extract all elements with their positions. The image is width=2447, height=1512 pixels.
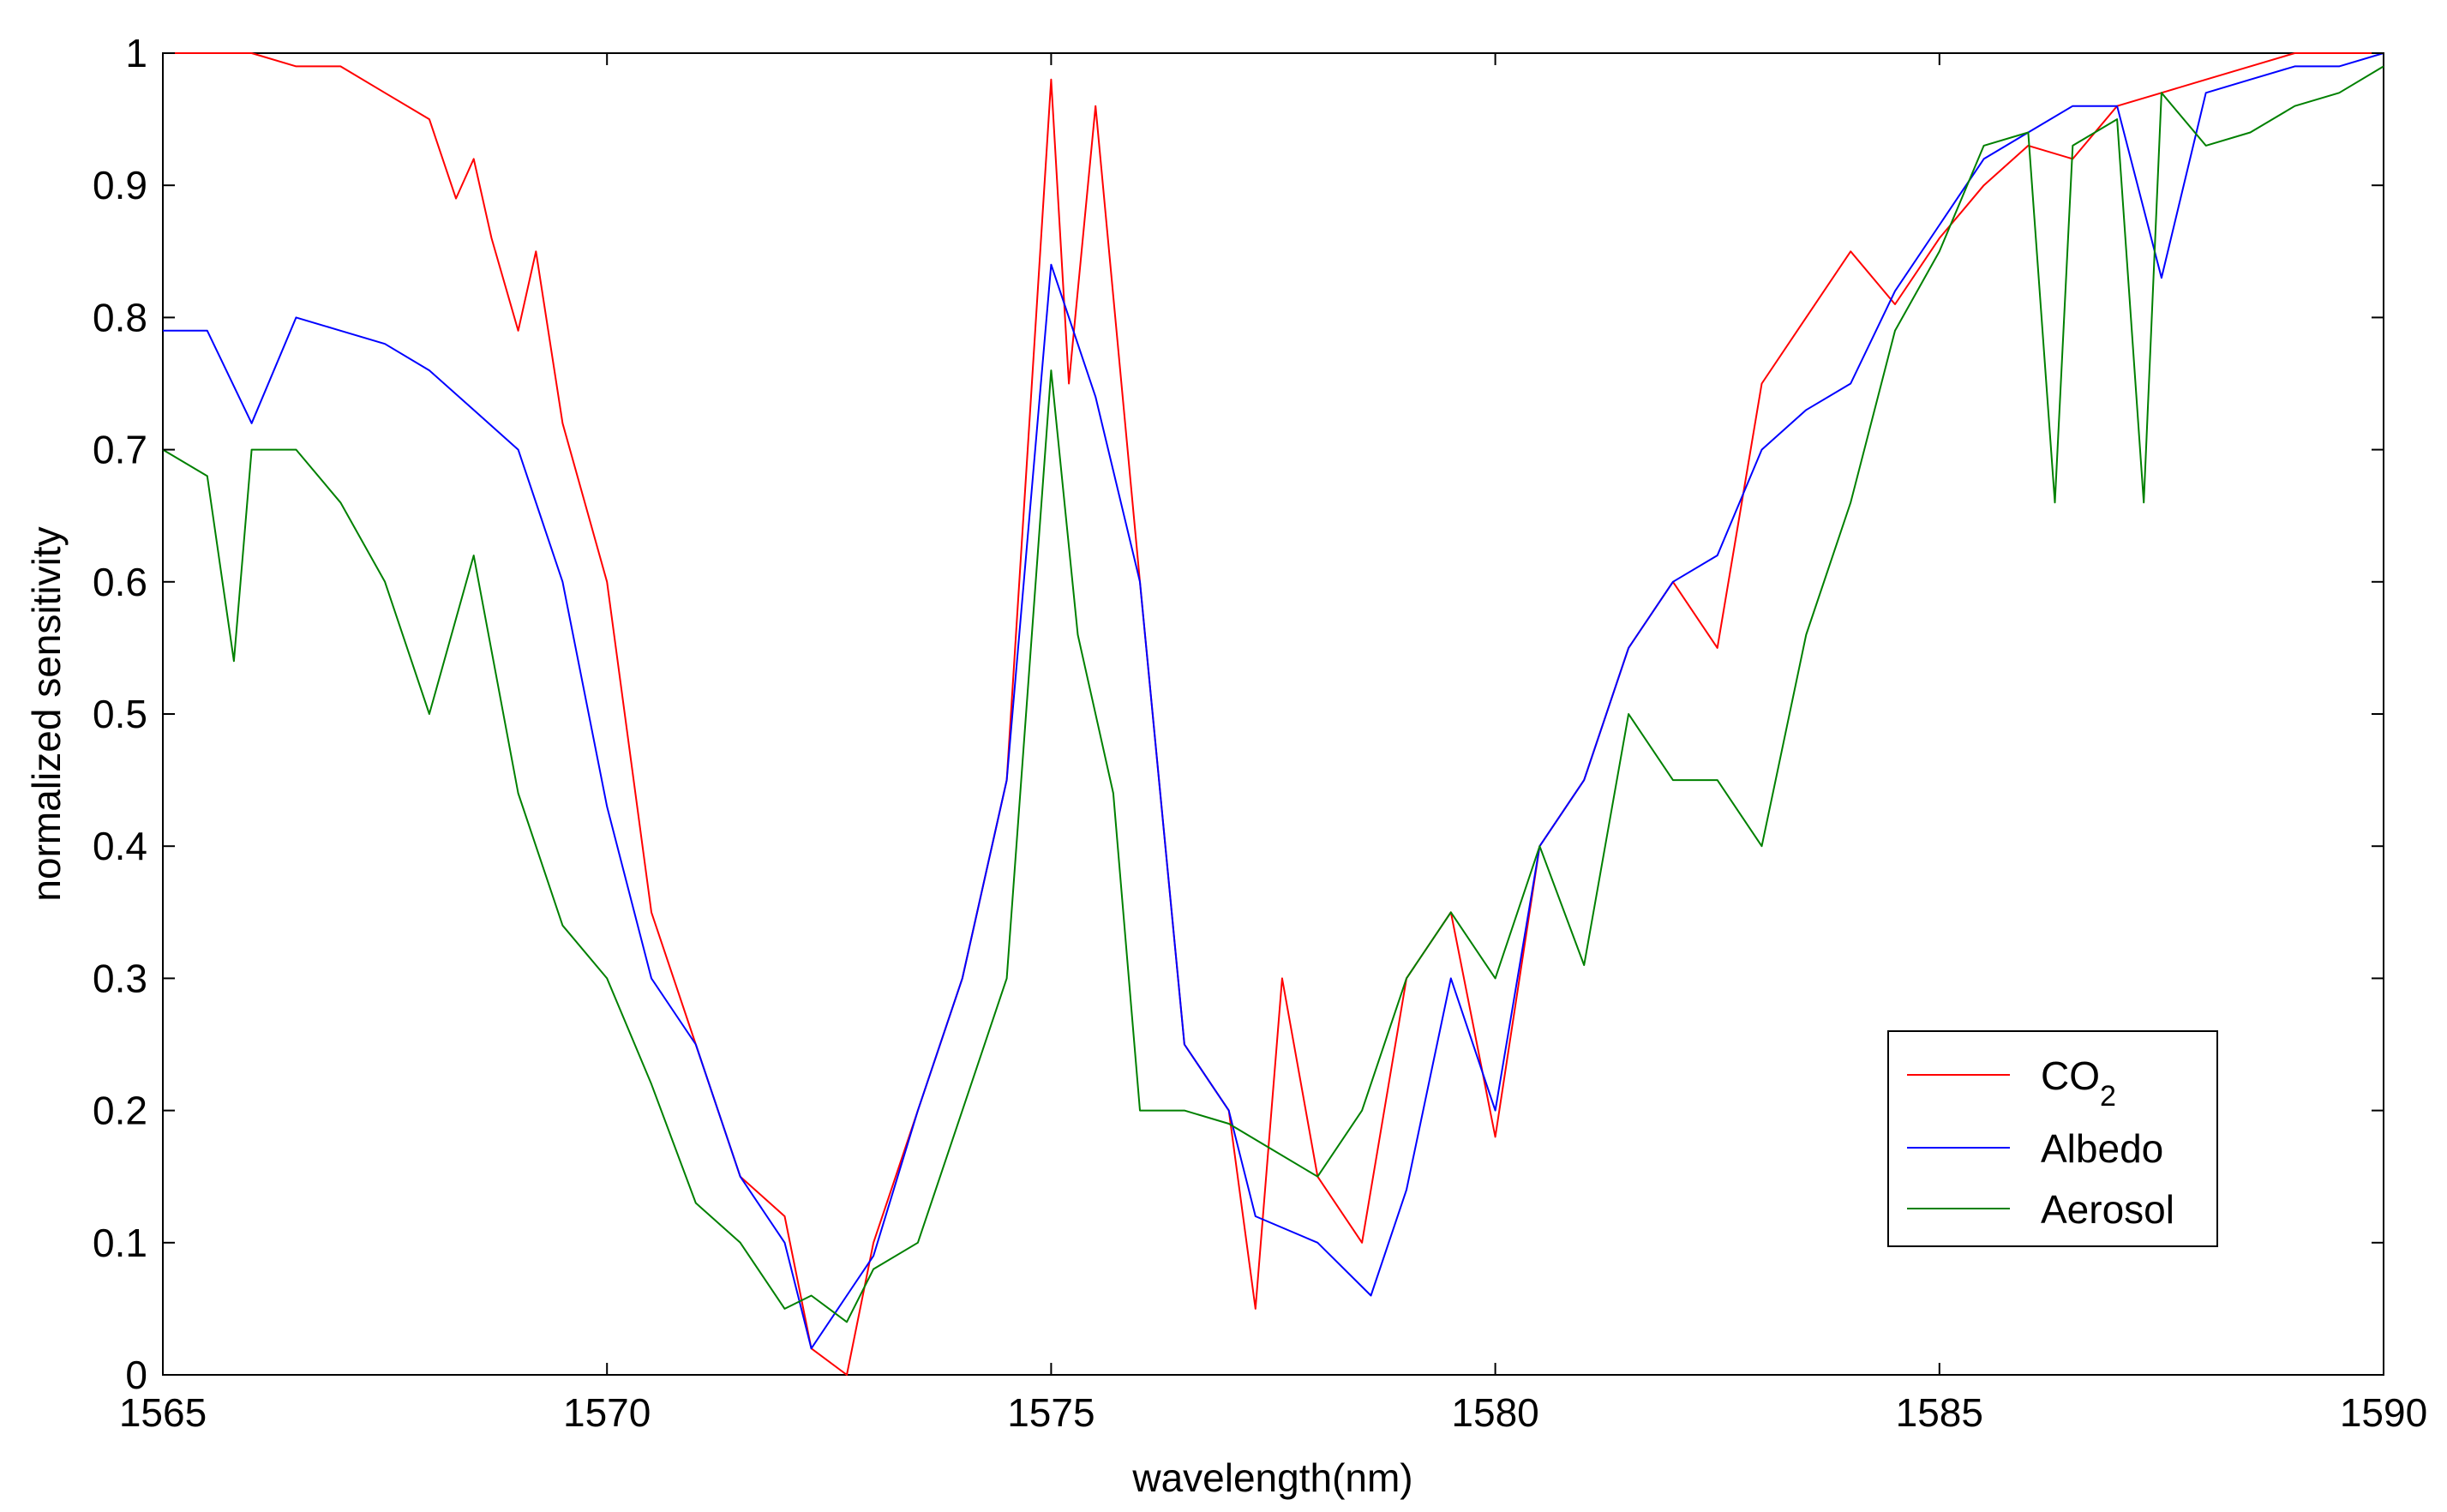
x-tick-label-4: 1585	[1896, 1390, 1983, 1435]
x-tick-label-3: 1580	[1451, 1390, 1538, 1435]
x-tick-label-5: 1590	[2340, 1390, 2427, 1435]
y-tick-label-4: 0.4	[93, 824, 147, 868]
x-tick-label-2: 1575	[1007, 1390, 1095, 1435]
tick-layer: 1565 1570 1575 1580 1585 1590 0 0.1 0.2 0.3 0.4 0.5…	[93, 31, 2427, 1435]
y-tick-label-5: 0.5	[93, 692, 147, 736]
legend-label-co2-main: CO	[2041, 1053, 2100, 1098]
legend-box	[1887, 1030, 2218, 1247]
y-tick-label-7: 0.7	[93, 428, 147, 472]
series-layer	[162, 52, 2384, 1376]
y-tick-label-1: 0.1	[93, 1221, 147, 1265]
x-tick-label-0: 1565	[119, 1390, 207, 1435]
series-line-2	[162, 65, 2384, 1323]
series-line-1	[163, 52, 2384, 1350]
legend-label-co2: CO2	[2041, 1053, 2116, 1113]
x-axis-label: wavelength(nm)	[1131, 1455, 1412, 1500]
y-tick-label-2: 0.2	[93, 1089, 147, 1133]
y-tick-label-6: 0.6	[93, 560, 147, 604]
y-tick-label-0: 0	[125, 1353, 147, 1397]
y-axis-label: normalized sensitivity	[24, 526, 69, 901]
legend-label-aerosol: Aerosol	[2041, 1187, 2174, 1232]
x-tick-label-1: 1570	[563, 1390, 651, 1435]
y-tick-label-3: 0.3	[93, 956, 147, 1000]
legend-label-albedo: Albedo	[2041, 1126, 2163, 1171]
legend-label-co2-subscript: 2	[2100, 1080, 2116, 1113]
y-tick-label-10: 1	[125, 31, 147, 75]
y-tick-label-9: 0.9	[93, 163, 147, 207]
legend: CO2 Albedo Aerosol	[1887, 1030, 2218, 1247]
y-tick-label-8: 0.8	[93, 295, 147, 339]
